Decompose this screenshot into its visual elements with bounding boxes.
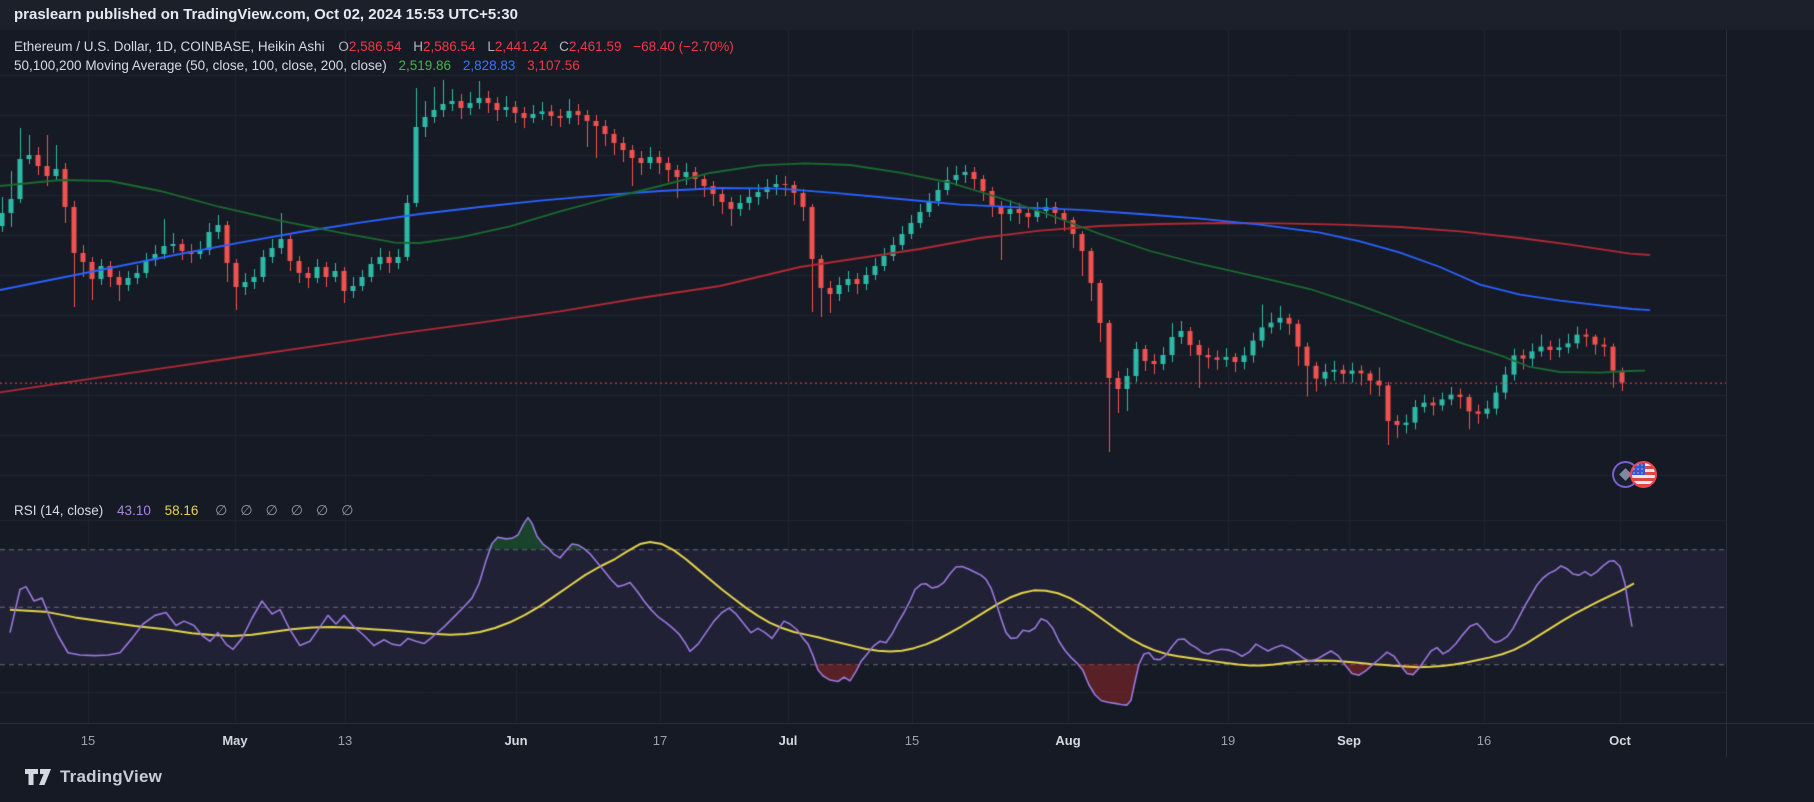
published-text: praslearn published on TradingView.com, …	[14, 6, 518, 23]
ma50-value: 2,519.86	[398, 58, 452, 73]
pair-logo	[1604, 460, 1666, 490]
time-axis-label: 13	[337, 733, 353, 748]
chart-frame: Ethereum / U.S. Dollar, 1D, COINBASE, He…	[0, 30, 1814, 758]
ma-legend[interactable]: 50,100,200 Moving Average (50, close, 10…	[14, 58, 580, 73]
empty-indicator-slot: ∅	[290, 502, 303, 518]
time-axis-label: May	[222, 733, 248, 748]
close-label: C	[559, 39, 569, 54]
rsi-panel-canvas[interactable]	[0, 497, 1726, 723]
high-value: 2,586.54	[422, 39, 476, 54]
rsi-empty-slots: ∅ ∅ ∅ ∅ ∅ ∅	[202, 502, 354, 518]
close-value: 2,461.59	[568, 39, 622, 54]
rsi-label: RSI (14, close)	[14, 503, 104, 518]
us-flag-icon	[1630, 461, 1657, 488]
time-axis-label: Aug	[1055, 733, 1081, 748]
footer: TradingView	[0, 757, 1814, 802]
rsi-legend[interactable]: RSI (14, close) 43.10 58.16 ∅ ∅ ∅ ∅ ∅ ∅	[14, 502, 353, 519]
low-label: L	[487, 39, 495, 54]
tradingview-link[interactable]: TradingView	[24, 765, 162, 788]
time-axis-label: 16	[1476, 733, 1492, 748]
time-axis-label: 15	[80, 733, 96, 748]
empty-indicator-slot: ∅	[341, 502, 354, 518]
tradingview-logo-icon	[25, 769, 51, 785]
time-axis[interactable]: 15 May 13 Jun 17 Jul 15 Aug 19 Sep 16 Oct	[0, 723, 1814, 758]
tradingview-wordmark: TradingView	[60, 766, 163, 786]
symbol-legend[interactable]: Ethereum / U.S. Dollar, 1D, COINBASE, He…	[14, 39, 734, 54]
open-label: O	[338, 39, 349, 54]
time-axis-label: 15	[904, 733, 920, 748]
time-axis-label: 19	[1220, 733, 1236, 748]
ma-label: 50,100,200 Moving Average (50, close, 10…	[14, 58, 387, 73]
empty-indicator-slot: ∅	[315, 502, 329, 518]
rsi-value: 43.10	[117, 503, 151, 518]
ma100-value: 2,828.83	[462, 58, 516, 73]
change-value: −68.40 (−2.70%)	[633, 39, 734, 54]
empty-indicator-slot: ∅	[215, 502, 228, 518]
time-axis-label: Jul	[778, 733, 798, 748]
ma200-value: 3,107.56	[527, 58, 580, 73]
time-axis-label: Oct	[1609, 733, 1631, 748]
open-value: 2,586.54	[348, 39, 402, 54]
rsi-ma-value: 58.16	[164, 503, 199, 518]
time-axis-label: 17	[652, 733, 668, 748]
price-axis[interactable]: USD 4,000.003,800.003,600.003,400.003,20…	[1726, 30, 1814, 757]
empty-indicator-slot: ∅	[240, 502, 253, 518]
symbol-title: Ethereum / U.S. Dollar, 1D, COINBASE, He…	[14, 39, 325, 54]
time-axis-label: Sep	[1337, 733, 1361, 748]
low-value: 2,441.24	[494, 39, 548, 54]
price-panel-canvas[interactable]	[0, 30, 1726, 497]
high-label: H	[413, 39, 423, 54]
time-axis-label: Jun	[504, 733, 528, 748]
empty-indicator-slot: ∅	[265, 502, 278, 518]
published-header: praslearn published on TradingView.com, …	[0, 0, 1814, 30]
